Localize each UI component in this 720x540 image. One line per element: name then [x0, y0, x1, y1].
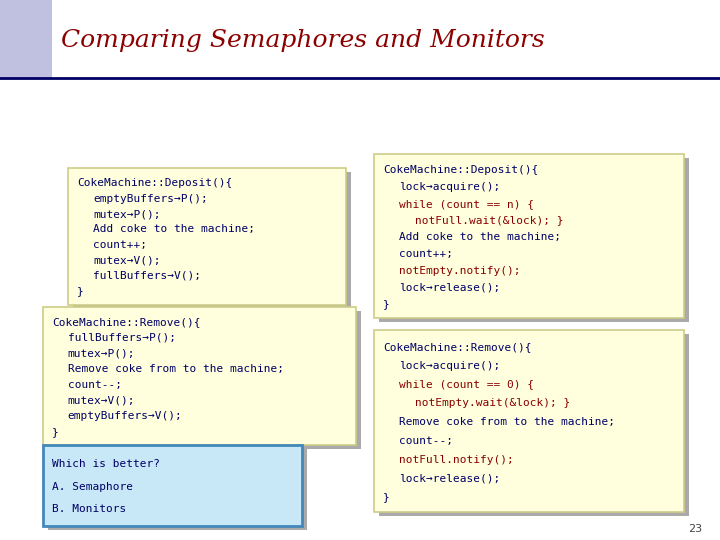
Bar	[73, 172, 351, 308]
Text: emptyBuffers→V();: emptyBuffers→V();	[68, 411, 182, 421]
Text: }: }	[383, 299, 390, 309]
Text: Remove coke from to the machine;: Remove coke from to the machine;	[68, 364, 284, 374]
Text: count++;: count++;	[399, 249, 453, 259]
Text: Add coke to the machine;: Add coke to the machine;	[93, 225, 255, 234]
Text: Comparing Semaphores and Monitors: Comparing Semaphores and Monitors	[61, 29, 545, 52]
Bar	[379, 158, 689, 322]
Text: notFull.wait(&lock); }: notFull.wait(&lock); }	[415, 215, 563, 226]
Bar	[379, 334, 689, 516]
Text: Add coke to the machine;: Add coke to the machine;	[399, 232, 561, 242]
Text: lock→release();: lock→release();	[399, 474, 500, 483]
Text: count++;: count++;	[93, 240, 147, 250]
Text: B. Monitors: B. Monitors	[52, 504, 126, 515]
Bar	[43, 446, 302, 526]
Bar	[48, 449, 307, 530]
Text: lock→release();: lock→release();	[399, 282, 500, 293]
Text: A. Semaphore: A. Semaphore	[52, 482, 133, 492]
Text: lock→acquire();: lock→acquire();	[399, 182, 500, 192]
Text: }: }	[77, 286, 84, 296]
Text: lock→acquire();: lock→acquire();	[399, 361, 500, 370]
Text: while (count == 0) {: while (count == 0) {	[399, 380, 534, 389]
Text: notFull.notify();: notFull.notify();	[399, 455, 513, 465]
Text: fullBuffers→P();: fullBuffers→P();	[68, 333, 176, 343]
Text: }: }	[383, 492, 390, 502]
Bar	[48, 310, 361, 449]
Text: mutex→V();: mutex→V();	[68, 395, 135, 406]
Text: mutex→P();: mutex→P();	[68, 348, 135, 359]
Bar	[0, 0, 52, 78]
Text: notEmpty.wait(&lock); }: notEmpty.wait(&lock); }	[415, 398, 570, 408]
Text: 23: 23	[688, 523, 702, 534]
Bar	[43, 307, 356, 446]
Text: notEmpty.notify();: notEmpty.notify();	[399, 266, 521, 276]
Text: count--;: count--;	[68, 380, 122, 390]
Text: emptyBuffers→P();: emptyBuffers→P();	[93, 194, 207, 204]
Bar	[374, 154, 684, 319]
Text: while (count == n) {: while (count == n) {	[399, 199, 534, 209]
Bar	[68, 168, 346, 305]
Text: CokeMachine::Remove(){: CokeMachine::Remove(){	[52, 317, 200, 327]
Text: mutex→V();: mutex→V();	[93, 255, 161, 265]
Text: Which is better?: Which is better?	[52, 459, 160, 469]
Text: CokeMachine::Remove(){: CokeMachine::Remove(){	[383, 342, 531, 352]
Text: mutex→P();: mutex→P();	[93, 209, 161, 219]
Bar	[374, 330, 684, 512]
Text: Remove coke from to the machine;: Remove coke from to the machine;	[399, 417, 615, 427]
Text: count--;: count--;	[399, 436, 453, 446]
Text: CokeMachine::Deposit(){: CokeMachine::Deposit(){	[383, 165, 539, 175]
Text: fullBuffers→V();: fullBuffers→V();	[93, 271, 201, 281]
Text: CokeMachine::Deposit(){: CokeMachine::Deposit(){	[77, 178, 233, 188]
Text: }: }	[52, 427, 58, 437]
